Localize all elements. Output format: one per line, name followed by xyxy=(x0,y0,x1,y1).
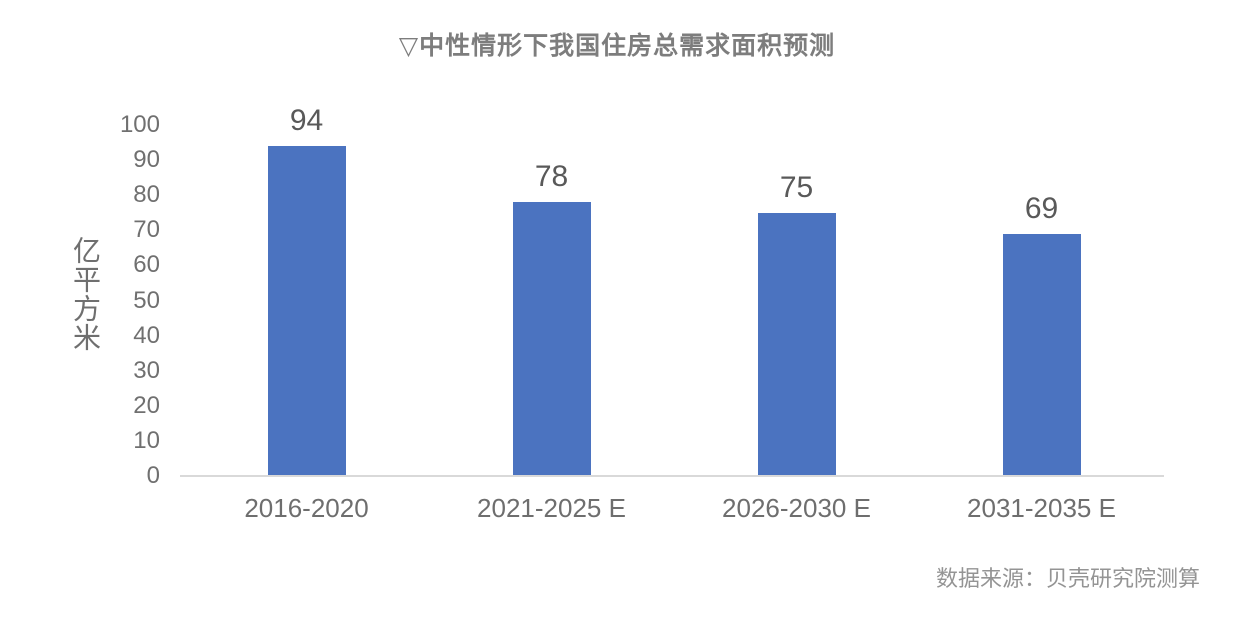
y-tick-label: 70 xyxy=(133,216,160,244)
bar-value-label: 78 xyxy=(534,160,569,193)
y-tick-label: 60 xyxy=(133,251,160,279)
bar xyxy=(512,202,591,476)
y-tick-label: 20 xyxy=(133,391,160,419)
x-tick-label: 2021-2025 E xyxy=(477,493,626,523)
y-tick-label: 50 xyxy=(133,286,160,314)
y-tick-label: 30 xyxy=(133,356,160,384)
y-tick-label: 0 xyxy=(146,462,160,489)
bar-value-label: 94 xyxy=(289,104,324,137)
x-tick-label: 2026-2030 E xyxy=(722,493,871,523)
bar xyxy=(1002,234,1081,476)
bar-value-label: 69 xyxy=(1024,192,1059,225)
y-tick-label: 90 xyxy=(133,146,160,174)
bar xyxy=(757,213,836,476)
x-axis-line xyxy=(180,475,1164,477)
x-tick-label: 2016-2020 xyxy=(244,493,369,523)
chart-title: ▽中性情形下我国住房总需求面积预测 xyxy=(398,32,836,60)
y-tick-label: 100 xyxy=(119,111,160,138)
bar-value-label: 75 xyxy=(779,171,814,204)
y-tick-label: 10 xyxy=(133,426,160,454)
bar xyxy=(267,146,346,476)
source-note: 数据来源：贝壳研究院测算 xyxy=(935,566,1200,591)
y-tick-label: 80 xyxy=(133,181,160,209)
y-axis-title: 亿平方米 xyxy=(70,236,101,352)
y-tick-label: 40 xyxy=(133,321,160,349)
x-tick-label: 2031-2035 E xyxy=(967,493,1116,523)
